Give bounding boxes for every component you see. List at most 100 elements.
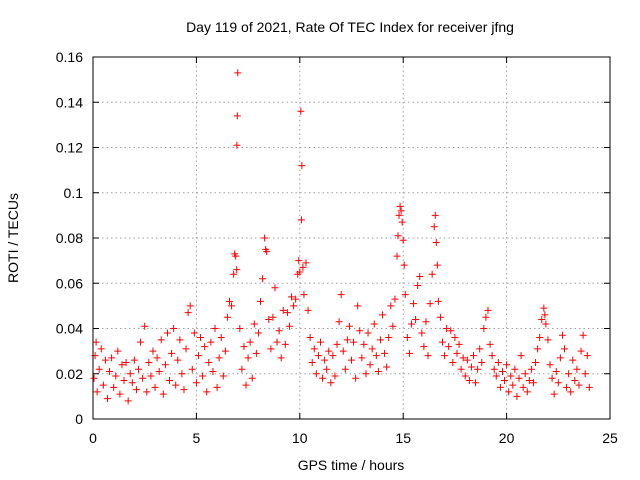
data-point — [422, 318, 430, 326]
data-point — [341, 365, 349, 373]
data-point — [494, 358, 502, 366]
data-point — [116, 390, 124, 398]
data-points — [90, 69, 593, 405]
data-point — [379, 311, 387, 319]
data-point — [381, 349, 389, 357]
data-point — [541, 311, 549, 319]
data-point — [178, 370, 186, 378]
y-tick-label: 0.06 — [56, 275, 83, 291]
x-axis-ticks: 0 5 10 15 20 25 — [89, 57, 618, 446]
data-point — [496, 383, 504, 391]
data-point — [501, 377, 509, 385]
data-point — [550, 390, 558, 398]
data-point — [190, 329, 198, 337]
data-point — [360, 340, 368, 348]
data-point — [407, 320, 415, 328]
data-point — [219, 372, 227, 380]
data-point — [236, 325, 244, 332]
data-point — [161, 361, 169, 369]
data-point — [90, 374, 98, 382]
data-point — [118, 361, 126, 369]
data-point — [174, 356, 182, 364]
data-point — [120, 377, 128, 385]
data-point — [352, 374, 360, 382]
data-point — [538, 315, 546, 323]
data-point — [285, 322, 293, 330]
data-point — [225, 297, 233, 305]
data-point — [376, 336, 384, 344]
data-point — [130, 356, 138, 364]
data-point — [186, 302, 194, 310]
data-point — [197, 334, 205, 342]
data-point — [325, 347, 333, 355]
data-point — [412, 315, 420, 323]
data-point — [337, 291, 345, 299]
data-point — [436, 313, 444, 321]
data-point — [147, 372, 155, 380]
data-point — [238, 365, 246, 373]
data-point — [430, 223, 438, 231]
data-point — [221, 347, 229, 355]
data-point — [93, 388, 101, 396]
data-point — [505, 388, 513, 396]
data-point — [145, 358, 153, 366]
data-point — [319, 374, 327, 382]
data-point — [153, 354, 161, 362]
data-point — [441, 352, 449, 360]
data-point — [581, 370, 589, 378]
data-point — [205, 358, 213, 366]
y-tick-label: 0.08 — [56, 230, 83, 246]
data-point — [507, 372, 515, 380]
data-point — [316, 338, 324, 346]
data-point — [453, 349, 461, 357]
data-point — [396, 202, 404, 210]
data-point — [273, 338, 281, 346]
data-point — [143, 388, 151, 396]
data-point — [128, 379, 136, 387]
data-point — [265, 315, 273, 323]
data-point — [211, 325, 219, 332]
data-point — [106, 367, 114, 375]
data-point — [302, 259, 310, 267]
data-point — [354, 302, 362, 310]
y-tick-label: 0.04 — [56, 321, 83, 337]
data-point — [482, 313, 490, 321]
data-point — [577, 347, 585, 355]
data-point — [297, 107, 305, 115]
data-point — [478, 358, 486, 366]
data-point — [203, 388, 211, 396]
data-point — [132, 386, 140, 394]
data-point — [449, 358, 457, 366]
data-point — [394, 232, 402, 240]
data-point — [99, 381, 107, 389]
data-point — [398, 218, 406, 226]
data-point — [215, 354, 223, 362]
data-point — [474, 365, 482, 373]
data-point — [101, 356, 109, 364]
data-point — [180, 386, 188, 394]
data-point — [308, 358, 316, 366]
data-point — [92, 338, 100, 346]
data-point — [295, 257, 303, 265]
data-point — [410, 300, 418, 308]
data-point — [569, 356, 577, 364]
data-point — [252, 349, 260, 357]
data-point — [296, 268, 304, 276]
data-point — [521, 370, 529, 378]
data-point — [259, 275, 267, 283]
data-point — [141, 322, 149, 330]
data-point — [151, 383, 159, 391]
data-point — [414, 282, 422, 290]
data-point — [542, 320, 550, 328]
data-point — [529, 379, 537, 387]
data-point — [424, 352, 432, 360]
data-point — [428, 270, 436, 278]
data-point — [335, 318, 343, 326]
data-point — [244, 354, 252, 362]
data-point — [519, 383, 527, 391]
x-tick-label: 5 — [193, 430, 201, 446]
data-point — [254, 329, 262, 337]
data-point — [300, 291, 308, 299]
data-point — [279, 306, 287, 314]
